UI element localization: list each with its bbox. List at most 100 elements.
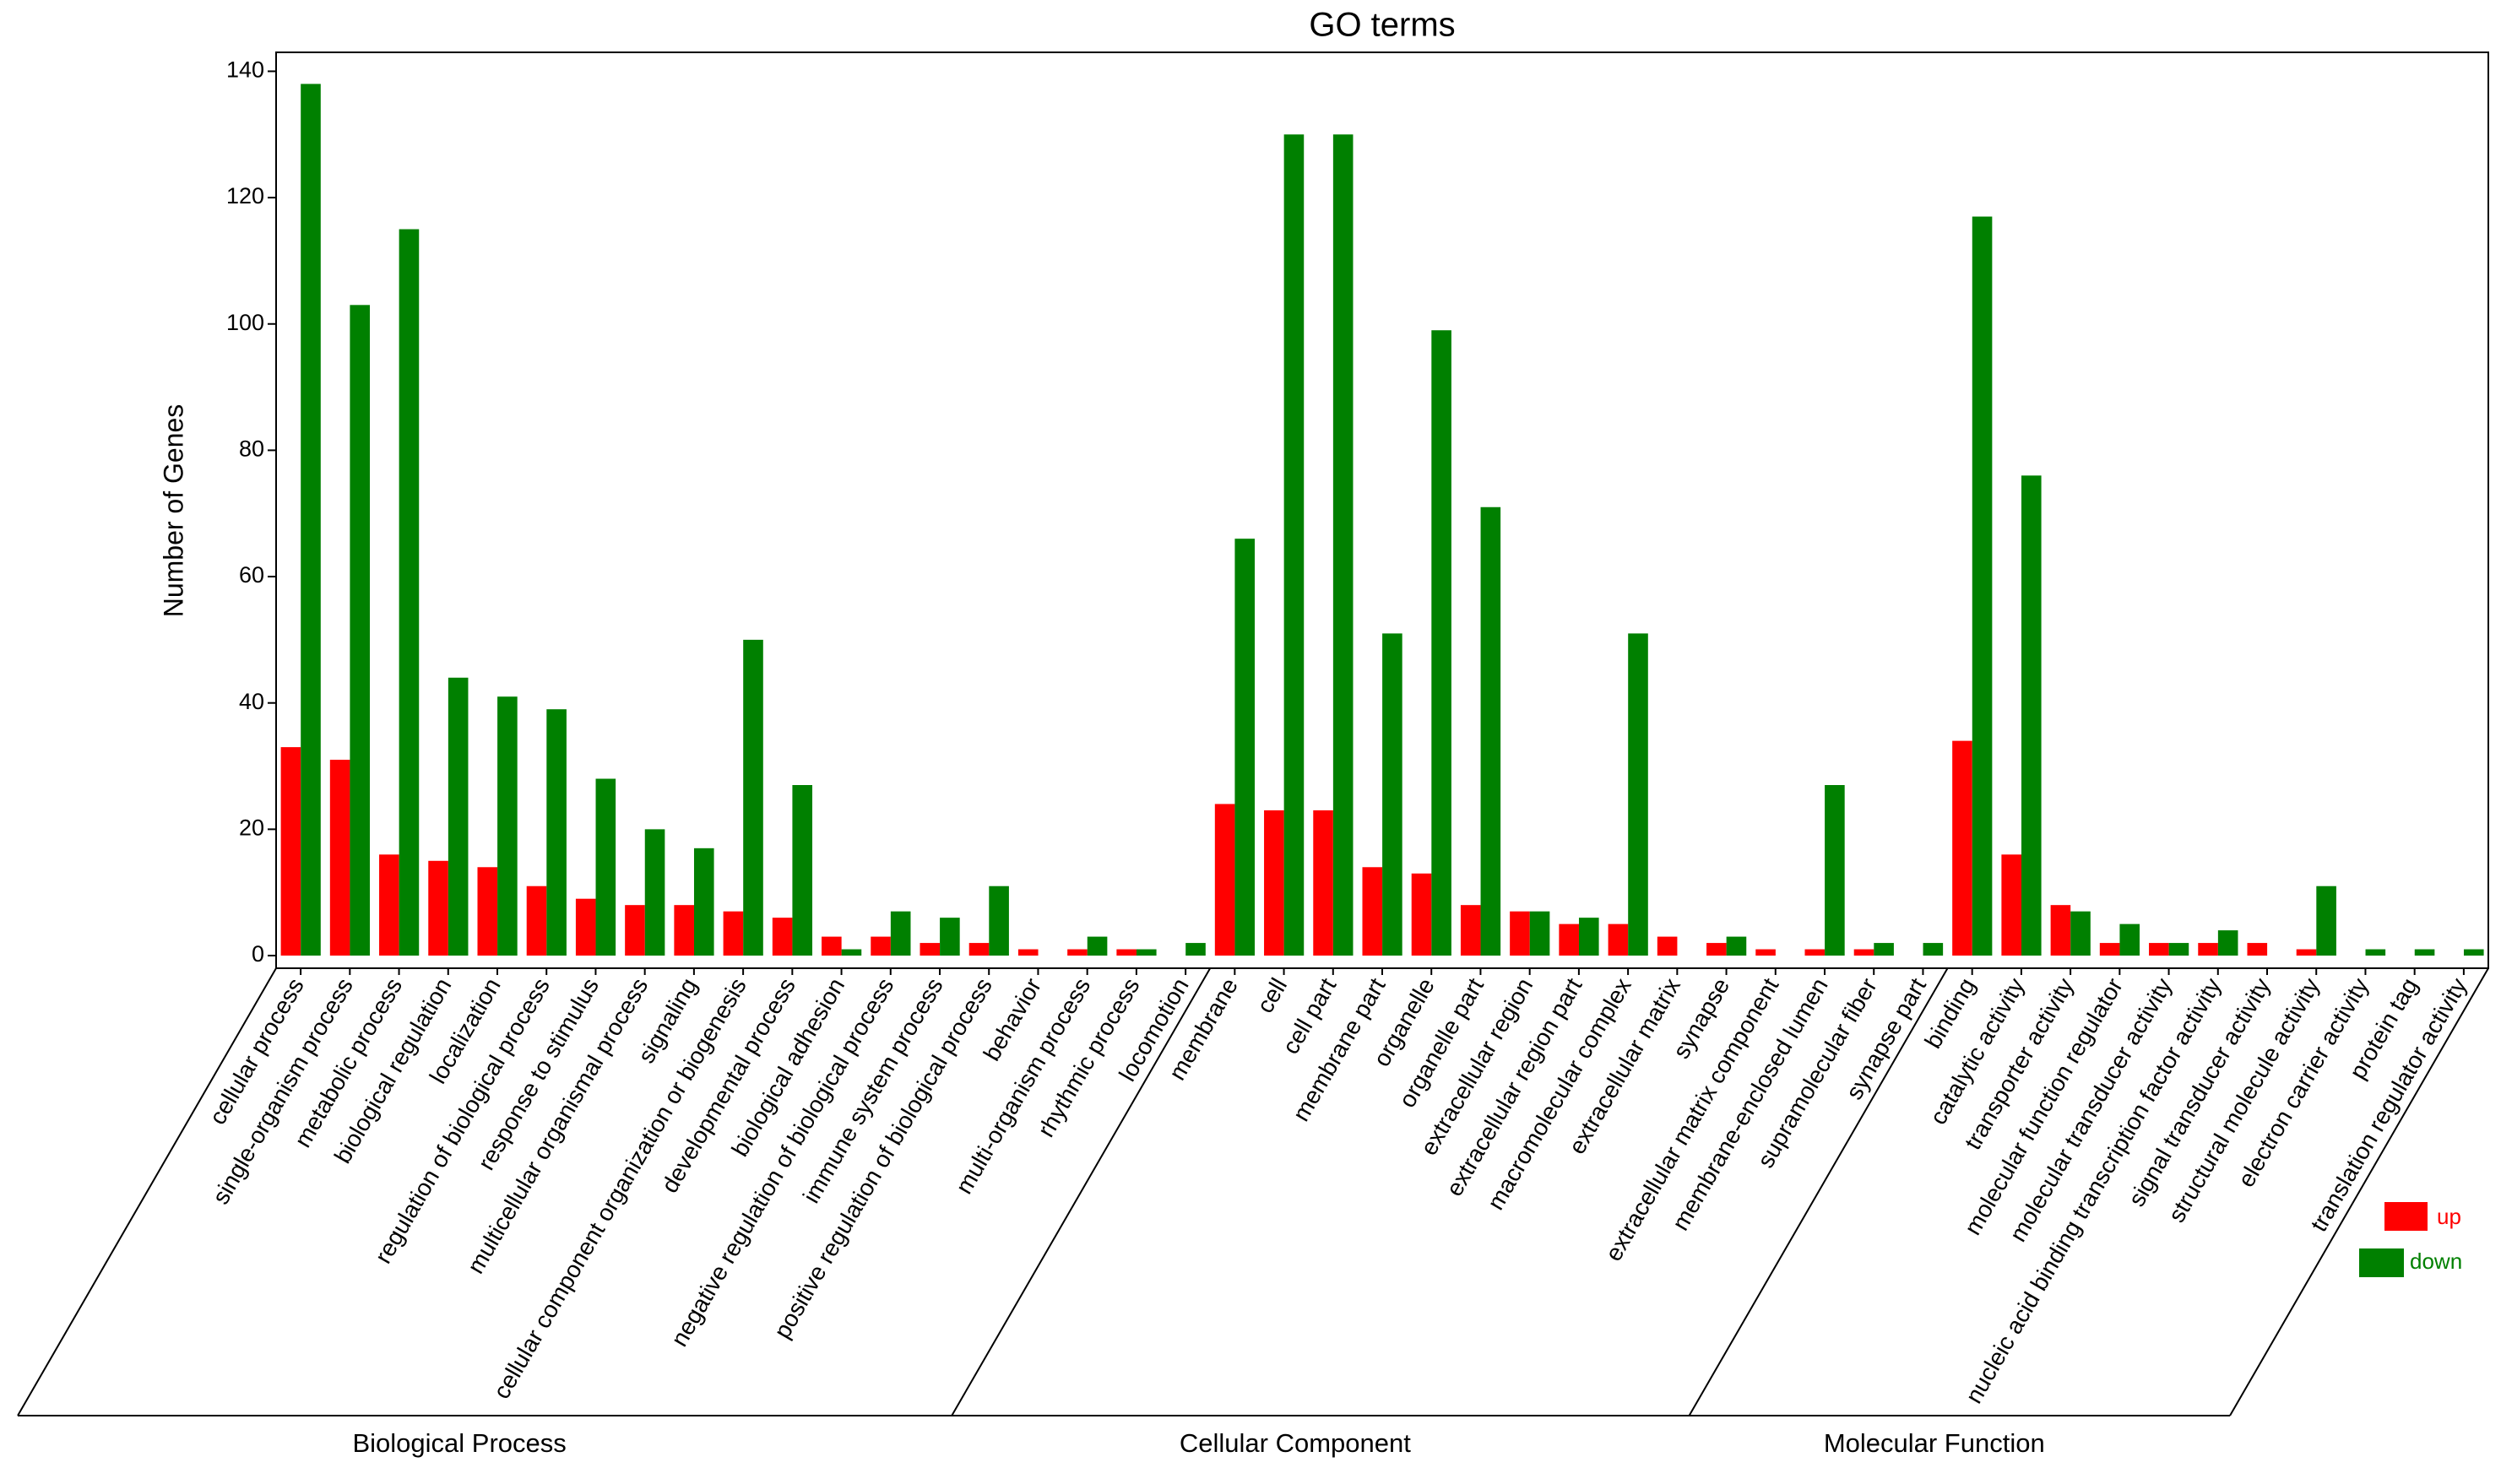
bar-up-multi-organism-process <box>1067 949 1088 956</box>
bar-up-biological-adhesion <box>822 936 842 956</box>
bar-up-cell <box>1264 810 1284 956</box>
bar-up-signal-transducer-activity <box>2247 943 2268 956</box>
bar-down-structural-molecule-activity <box>2316 886 2336 956</box>
axes: 0 20 40 60 80 100 120 140 <box>226 51 2489 975</box>
bar-up-extracellular-matrix-component <box>1755 949 1776 956</box>
bar-up-extracellular-region-part <box>1559 923 1579 956</box>
bar-up-single-organism-process <box>329 760 350 956</box>
bar-up-rhythmic-process <box>1116 949 1137 956</box>
bar-up-cell-part <box>1313 810 1333 956</box>
bar-down-metabolic-process <box>399 229 420 956</box>
bar-up-nucleic-acid-binding-transcription-factor-activity <box>2198 943 2218 956</box>
bar-down-localization <box>497 696 518 956</box>
bar-up-signaling <box>674 905 694 956</box>
bar-up-behavior <box>1017 949 1039 956</box>
bar-down-transporter-activity <box>2070 911 2091 956</box>
group-divider-2 <box>1688 967 1949 1416</box>
bar-up-membrane-enclosed-lumen <box>1804 949 1826 956</box>
x-label-cell: cell <box>1251 973 1292 1017</box>
bar-up-synapse <box>1706 943 1727 956</box>
bar-up-extracellular-matrix <box>1657 936 1678 956</box>
bar-down-membrane-enclosed-lumen <box>1825 785 1845 956</box>
bar-up-supramolecular-fiber <box>1853 949 1874 956</box>
bar-up-macromolecular-complex <box>1608 923 1629 956</box>
y-tick-label-120: 120 <box>226 183 264 209</box>
bar-down-cell <box>1283 134 1305 956</box>
bar-down-extracellular-region-part <box>1578 918 1599 956</box>
bar-up-catalytic-activity <box>2001 854 2021 956</box>
bar-down-multicellular-organismal-process <box>644 829 665 956</box>
bar-down-organelle <box>1431 330 1451 956</box>
bar-down-molecular-transducer-activity <box>2168 943 2189 956</box>
bar-up-biological-regulation <box>428 860 448 956</box>
bar-down-cell-part <box>1332 134 1354 956</box>
bar-down-membrane-part <box>1382 633 1402 956</box>
bar-down-molecular-function-regulator <box>2119 923 2140 956</box>
bar-up-membrane <box>1214 804 1235 956</box>
bar-up-membrane-part <box>1362 867 1383 956</box>
bar-up-metabolic-process <box>379 854 399 956</box>
legend: up down <box>2359 1202 2462 1277</box>
bars <box>280 84 2484 956</box>
bar-down-electron-carrier-activity <box>2365 949 2386 956</box>
group-brackets: Biological Process Cellular Component Mole… <box>17 967 2489 1458</box>
bar-up-transporter-activity <box>2050 905 2071 956</box>
y-axis-label: Number of Genes <box>158 404 188 618</box>
bar-down-nucleic-acid-binding-transcription-factor-activity <box>2217 930 2238 956</box>
bar-up-cellular-process <box>280 747 301 956</box>
bar-up-multicellular-organismal-process <box>625 905 645 956</box>
bar-down-multi-organism-process <box>1087 936 1108 956</box>
legend-swatch-down <box>2359 1248 2404 1277</box>
bar-down-cellular-component-organization-or-biogenesis <box>743 639 763 956</box>
group-divider-3 <box>2229 967 2489 1416</box>
bar-down-positive-regulation-of-biological-process <box>989 886 1009 956</box>
bar-down-catalytic-activity <box>2021 475 2042 956</box>
bar-down-rhythmic-process <box>1136 949 1157 956</box>
bar-up-regulation-of-biological-process <box>526 886 547 956</box>
bar-down-binding <box>1972 216 1993 956</box>
bar-down-locomotion <box>1185 943 1206 956</box>
y-tick-label-100: 100 <box>226 310 264 335</box>
bar-up-organelle-part <box>1460 905 1481 956</box>
bar-down-response-to-stimulus <box>595 778 616 956</box>
bar-up-molecular-transducer-activity <box>2149 943 2169 956</box>
group-divider-1 <box>951 967 1212 1416</box>
bar-up-binding <box>1952 740 1972 956</box>
legend-swatch-up <box>2384 1202 2428 1231</box>
bar-down-signaling <box>693 848 714 956</box>
bar-down-biological-adhesion <box>841 949 862 956</box>
y-tick-label-40: 40 <box>239 689 264 714</box>
bar-down-biological-regulation <box>448 677 469 956</box>
y-tick-label-60: 60 <box>239 562 264 588</box>
group-divider-0 <box>17 967 277 1416</box>
bar-down-protein-tag <box>2414 949 2435 956</box>
y-tick-label-0: 0 <box>252 941 264 967</box>
bar-up-response-to-stimulus <box>575 898 596 956</box>
bar-down-cellular-process <box>301 84 321 956</box>
bar-up-organelle <box>1411 873 1432 956</box>
bar-up-cellular-component-organization-or-biogenesis <box>723 911 744 956</box>
bar-down-negative-regulation-of-biological-process <box>890 911 911 956</box>
y-tick-label-140: 140 <box>226 57 264 83</box>
group-label-molecular-function: Molecular Function <box>1824 1428 2045 1458</box>
bar-down-extracellular-region <box>1529 911 1550 956</box>
y-tick-label-20: 20 <box>239 815 264 841</box>
bar-down-translation-regulator-activity <box>2463 949 2484 956</box>
bar-up-structural-molecule-activity <box>2296 949 2317 956</box>
bar-down-developmental-process <box>792 785 813 956</box>
bar-down-synapse <box>1726 936 1747 956</box>
legend-label-up: up <box>2437 1204 2461 1229</box>
bar-up-molecular-function-regulator <box>2099 943 2120 956</box>
bar-down-regulation-of-biological-process <box>546 709 567 956</box>
bar-down-supramolecular-fiber <box>1874 943 1894 956</box>
bar-up-localization <box>477 867 498 956</box>
bar-up-positive-regulation-of-biological-process <box>968 943 990 956</box>
bar-up-negative-regulation-of-biological-process <box>871 936 891 956</box>
bar-down-single-organism-process <box>350 305 371 956</box>
chart-title: GO terms <box>1309 7 1455 44</box>
group-label-biological-process: Biological Process <box>352 1428 566 1458</box>
bar-down-membrane <box>1234 539 1256 956</box>
bar-down-organelle-part <box>1480 506 1501 956</box>
